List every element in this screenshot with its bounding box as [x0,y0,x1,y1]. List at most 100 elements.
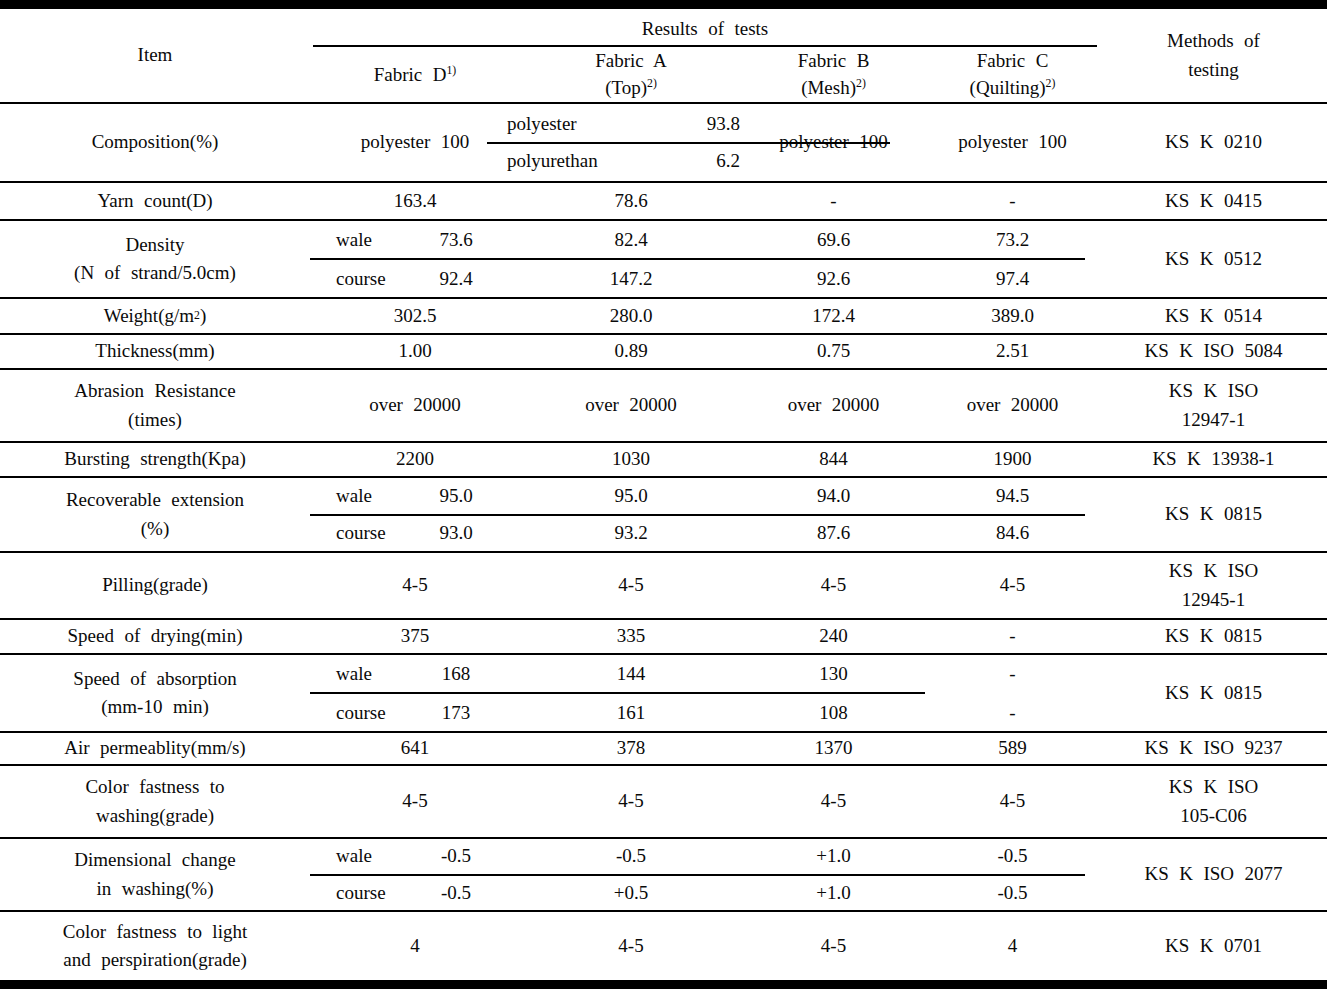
cell-method: KS K 0415 [1100,183,1327,219]
cell-fabric-d: 168 [392,663,520,685]
fabric-b-name: Fabric B [798,47,870,75]
cell-fabric-b: 92.6 [742,268,925,290]
row-label: Air permeablity(mm/s) [0,733,310,764]
row-label: Color fastness to washing(grade) [0,766,310,837]
table-row-density: Density (N of strand/5.0cm) wale73.6 82.… [0,221,1327,299]
table-row-bursting: Bursting strength(Kpa) 2200 1030 844 190… [0,443,1327,478]
row-label: Dimensional change in washing(%) [0,839,310,910]
column-header-fabric-d: Fabric D1) [310,47,520,102]
cell-method: KS K 0514 [1100,299,1327,333]
cell-fabric-a: 144 [520,663,742,685]
cell-fabric-c: - [925,620,1100,653]
cell-method: KS K 0815 [1100,655,1327,731]
cell-fabric-c: 94.5 [925,485,1100,507]
row-label: Composition(%) [0,104,310,181]
cell-fabric-a: 4-5 [520,553,742,618]
fabric-a-type: (Top) [605,77,647,98]
subrow-wale: wale168 144 130 - [310,655,1100,692]
cell-method: KS K ISO 12947-1 [1100,370,1327,441]
row-label: Abrasion Resistance (times) [0,370,310,441]
cell-method: KS K ISO 9237 [1100,733,1327,764]
row-label: Density (N of strand/5.0cm) [0,221,310,297]
cell-fabric-b: 130 [742,663,925,685]
row-label: Color fastness to light and perspiration… [0,912,310,980]
cell-fabric-d: 95.0 [392,485,520,507]
table-row-color-fastness-light: Color fastness to light and perspiration… [0,912,1327,980]
cell-fabric-b: over 20000 [742,370,925,441]
fabric-column-headers: Fabric D1) Fabric A (Top)2) Fabric B (Me… [310,47,1100,102]
cell-fabric-d: 302.5 [310,299,520,333]
cell-method: KS K 0815 [1100,620,1327,653]
cell-fabric-a: 95.0 [520,485,742,507]
fabric-d-name: Fabric D [374,64,447,85]
cell-method: KS K ISO 2077 [1100,839,1327,910]
sub-label: wale [310,485,392,507]
cell-fabric-b: 94.0 [742,485,925,507]
table-row-recoverable-extension: Recoverable extension (%) wale95.0 95.0 … [0,478,1327,553]
cell-fabric-d: 4-5 [310,553,520,618]
table-row-speed-of-drying: Speed of drying(min) 375 335 240 - KS K … [0,620,1327,655]
cell-fabric-a: 93.2 [520,522,742,544]
cell-method: KS K 0512 [1100,221,1327,297]
cell-fabric-c: -0.5 [925,882,1100,904]
results-table: Item Results of tests Fabric D1) Fabric … [0,0,1327,989]
cell-method: KS K 0210 [1100,104,1327,181]
cell-fabric-a: +0.5 [520,882,742,904]
subrow-wale: wale73.6 82.4 69.6 73.2 [310,221,1100,258]
column-header-methods: Methods of testing [1100,9,1327,102]
split-cells: wale-0.5 -0.5 +1.0 -0.5 course-0.5 +0.5 … [310,839,1100,910]
fabric-a-footnote: 2) [647,77,657,90]
row-label: Bursting strength(Kpa) [0,443,310,476]
cell-fabric-c: over 20000 [925,370,1100,441]
fabric-a-name: Fabric A [595,47,667,75]
results-of-tests-title: Results of tests [310,9,1100,45]
table-row-air-permeability: Air permeablity(mm/s) 641 378 1370 589 K… [0,733,1327,766]
fabric-c-type: (Quilting) [970,77,1046,98]
split-cells: wale73.6 82.4 69.6 73.2 course92.4 147.2… [310,221,1100,297]
cell-fabric-c: 84.6 [925,522,1100,544]
table-row-abrasion: Abrasion Resistance (times) over 20000 o… [0,370,1327,443]
cell-method: KS K ISO 12945-1 [1100,553,1327,618]
sub-label: course [310,268,392,290]
cell-fabric-a: 4-5 [520,766,742,837]
cell-fabric-c: 389.0 [925,299,1100,333]
cell-fabric-b: 4-5 [742,912,925,980]
cell-fabric-c: 4 [925,912,1100,980]
row-label: Speed of absorption (mm-10 min) [0,655,310,731]
row-label: Pilling(grade) [0,553,310,618]
cell-fabric-a-split: polyester 93.8 polyurethan 6.2 [487,104,890,181]
subrow-course: course-0.5 +0.5 +1.0 -0.5 [310,876,1100,911]
split-cells: wale168 144 130 - course173 161 108 - [310,655,1100,731]
cell-fabric-b: 4-5 [742,766,925,837]
cell-fabric-c: 73.2 [925,229,1100,251]
component-name: polyester [487,113,577,135]
cell-fabric-c: - [925,183,1100,219]
fabric-c-name: Fabric C [977,47,1049,75]
cell-fabric-a: 82.4 [520,229,742,251]
component-value: 93.8 [707,113,740,135]
cell-fabric-d: 641 [310,733,520,764]
cell-fabric-a: 4-5 [520,912,742,980]
cell-fabric-c: 2.51 [925,335,1100,368]
fabric-c-footnote: 2) [1046,77,1056,90]
cell-method: KS K 0701 [1100,912,1327,980]
cell-fabric-d: -0.5 [392,845,520,867]
cell-fabric-a: 161 [520,702,742,724]
cell-method: KS K ISO 5084 [1100,335,1327,368]
cell-fabric-d: 4 [310,912,520,980]
fabric-d-footnote: 1) [446,63,456,76]
column-header-fabric-a: Fabric A (Top)2) [520,47,742,102]
table-row-composition: Composition(%) polyester 100 polyester 1… [0,104,1327,183]
cell-method: KS K 13938-1 [1100,443,1327,476]
cell-fabric-b: 0.75 [742,335,925,368]
row-label: Speed of drying(min) [0,620,310,653]
cell-fabric-a: over 20000 [520,370,742,441]
sub-label: wale [310,845,392,867]
component-value: 6.2 [716,150,740,172]
cell-fabric-d: 93.0 [392,522,520,544]
cell-fabric-c: 97.4 [925,268,1100,290]
sub-label: course [310,702,392,724]
table-row-speed-of-absorption: Speed of absorption (mm-10 min) wale168 … [0,655,1327,733]
cell-fabric-d: 2200 [310,443,520,476]
split-cells: wale95.0 95.0 94.0 94.5 course93.0 93.2 … [310,478,1100,551]
